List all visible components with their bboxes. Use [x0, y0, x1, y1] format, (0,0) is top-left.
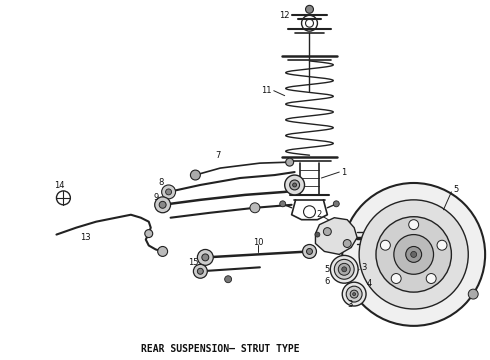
Circle shape — [353, 293, 356, 296]
Text: 3: 3 — [361, 263, 367, 272]
Circle shape — [338, 264, 350, 275]
Circle shape — [468, 289, 478, 299]
Circle shape — [343, 239, 351, 247]
Text: REAR SUSPENSION– STRUT TYPE: REAR SUSPENSION– STRUT TYPE — [141, 344, 299, 354]
Circle shape — [293, 183, 296, 187]
Circle shape — [158, 247, 168, 256]
Circle shape — [224, 276, 232, 283]
Text: 11: 11 — [261, 86, 272, 95]
Circle shape — [194, 264, 207, 278]
Circle shape — [437, 240, 447, 250]
Text: 10: 10 — [253, 238, 263, 247]
Text: 6: 6 — [324, 277, 329, 286]
Text: 8: 8 — [158, 179, 164, 188]
Circle shape — [302, 244, 317, 258]
Circle shape — [342, 183, 485, 326]
Text: 14: 14 — [54, 181, 65, 190]
Circle shape — [155, 197, 171, 213]
Circle shape — [346, 286, 362, 302]
Circle shape — [334, 260, 354, 279]
Circle shape — [409, 220, 418, 230]
Text: 2: 2 — [316, 210, 321, 219]
Polygon shape — [316, 218, 357, 255]
Circle shape — [290, 180, 299, 190]
Circle shape — [380, 240, 391, 250]
Text: 5: 5 — [453, 185, 459, 194]
Circle shape — [376, 217, 451, 292]
Circle shape — [330, 255, 358, 283]
Text: 4: 4 — [367, 279, 372, 288]
Circle shape — [202, 254, 209, 261]
Circle shape — [159, 201, 166, 208]
Circle shape — [145, 230, 153, 238]
Circle shape — [191, 170, 200, 180]
Text: 15: 15 — [188, 258, 198, 267]
Circle shape — [333, 201, 339, 207]
Circle shape — [197, 268, 203, 274]
Circle shape — [306, 5, 314, 13]
Circle shape — [426, 274, 436, 283]
Circle shape — [411, 251, 416, 257]
Circle shape — [280, 201, 286, 207]
Circle shape — [342, 282, 366, 306]
Text: 9: 9 — [153, 193, 159, 202]
Circle shape — [359, 200, 468, 309]
Circle shape — [391, 274, 401, 283]
Circle shape — [342, 267, 347, 272]
Text: 7: 7 — [216, 151, 221, 160]
Circle shape — [315, 232, 320, 237]
Circle shape — [285, 175, 305, 195]
Circle shape — [323, 228, 331, 235]
Text: 1: 1 — [341, 167, 346, 176]
Circle shape — [350, 290, 358, 298]
Circle shape — [162, 185, 175, 199]
Text: 5: 5 — [324, 265, 329, 274]
Circle shape — [394, 235, 434, 274]
Circle shape — [166, 189, 171, 195]
Text: 12: 12 — [279, 11, 290, 20]
Circle shape — [406, 247, 421, 262]
Circle shape — [197, 249, 213, 265]
Text: 13: 13 — [80, 233, 91, 242]
Text: 3: 3 — [347, 300, 353, 309]
Circle shape — [307, 248, 313, 255]
Circle shape — [250, 203, 260, 213]
Circle shape — [286, 158, 294, 166]
